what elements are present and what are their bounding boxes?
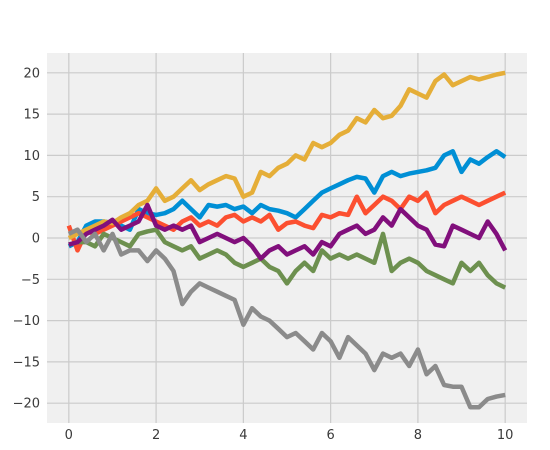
- series-line-3: [67, 70, 506, 241]
- series-line-5: [68, 202, 508, 261]
- y-tick-label: 0: [32, 232, 40, 247]
- y-tick-label: 5: [32, 190, 40, 205]
- y-tick-label: −20: [13, 397, 40, 412]
- x-tick-label: 6: [326, 428, 334, 443]
- y-tick-label: 15: [23, 108, 40, 123]
- series-line-6: [67, 227, 506, 410]
- y-tick-label: −10: [13, 314, 40, 329]
- series-line-1: [67, 149, 507, 249]
- x-tick-label: 10: [497, 428, 514, 443]
- series-lines: [66, 70, 508, 410]
- x-tick-label: 2: [152, 428, 160, 443]
- x-tick-label: 4: [239, 428, 247, 443]
- y-tick-label: −15: [13, 355, 40, 370]
- series-line-4: [68, 227, 507, 290]
- y-tick-label: −5: [21, 273, 40, 288]
- x-axis-tick-labels: 0 2 4 6 8 10: [65, 428, 514, 443]
- y-tick-label: 20: [23, 66, 40, 81]
- x-tick-label: 0: [65, 428, 73, 443]
- x-tick-label: 8: [414, 428, 422, 443]
- y-tick-label: 10: [23, 149, 40, 164]
- y-axis-tick-labels: −20 −15 −10 −5 0 5 10 15 20: [13, 66, 40, 411]
